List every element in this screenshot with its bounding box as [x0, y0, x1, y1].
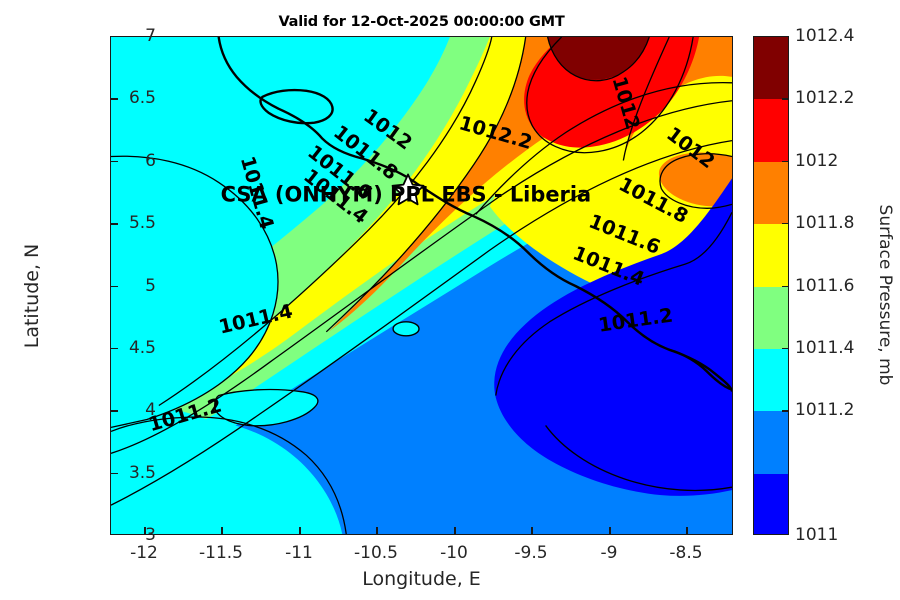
contour-line-1011.4 — [111, 139, 732, 506]
ytick-3: 3 — [145, 525, 156, 545]
cbar-band-1012.4 — [754, 37, 788, 100]
colorbar-title: Surface Pressure, mb — [875, 204, 895, 386]
cbar-tick-mark — [782, 347, 789, 350]
contour-line-1012-nw — [325, 37, 527, 333]
fill-band-1012-cell — [658, 152, 732, 207]
xtick-mark — [609, 527, 611, 535]
ytick-mark — [110, 160, 118, 163]
ytick-4.5: 4.5 — [128, 337, 156, 358]
ytick-6.5: 6.5 — [128, 88, 156, 109]
contour-line-west-lobe — [111, 155, 279, 429]
cbar-band-1011.4 — [754, 348, 788, 412]
ytick-4: 4 — [145, 400, 156, 421]
cbar-label-1011.2: 1011.2 — [795, 400, 855, 421]
fill-cyan-south — [111, 417, 343, 534]
contour-plot-svg: 1012 1012.2 1012 1012 1011.8 1011.6 1011… — [111, 37, 732, 534]
contour-line-1012-ne — [622, 37, 670, 161]
page-title: Valid for 12-Oct-2025 00:00:00 GMT — [278, 14, 565, 30]
xtick--11.5: -11.5 — [199, 543, 243, 563]
xtick--9.5: -9.5 — [514, 543, 548, 563]
xtick--11: -11 — [285, 543, 313, 563]
contour-dot-small — [392, 321, 420, 337]
ytick-7: 7 — [145, 26, 156, 46]
cbar-tick-mark — [782, 285, 789, 287]
contour-line-1012-cell — [659, 153, 732, 209]
xtick-mark — [686, 527, 688, 535]
contour-line-south — [111, 416, 347, 534]
ytick-mark — [110, 410, 118, 412]
ytick-5.5: 5.5 — [128, 213, 156, 234]
ytick-mark — [110, 472, 118, 475]
ytick-mark — [110, 223, 118, 225]
contour-line-1011.8-east — [475, 82, 732, 215]
ytick-5: 5 — [145, 275, 156, 296]
ytick-3.5: 3.5 — [128, 462, 156, 483]
cbar-band-1011 — [754, 473, 788, 534]
cbar-band-1012 — [754, 161, 788, 225]
y-axis-label: Latitude, N — [21, 243, 43, 349]
xtick-mark — [454, 527, 456, 535]
ytick-mark — [110, 285, 118, 288]
contour-line-1011.8-nw — [158, 37, 493, 407]
cbar-band-1011.8 — [754, 224, 788, 287]
cbar-label-1011.6: 1011.6 — [795, 275, 855, 296]
fill-band-1012-ne — [623, 37, 732, 159]
contour-line-1011.6 — [111, 100, 732, 454]
contour-lines — [111, 37, 732, 534]
xtick-mark — [376, 527, 378, 535]
cbar-label-1011: 1011 — [795, 525, 839, 545]
cbar-band-1012.2 — [754, 99, 788, 162]
ytick-mark — [110, 347, 118, 350]
fill-cyan-island — [214, 389, 318, 426]
contour-line-1012.4 — [546, 37, 650, 82]
site-label: CSA (ONHYM) PPL EBS - Liberia — [221, 182, 591, 206]
cbar-label-1011.4: 1011.4 — [795, 337, 855, 358]
xtick--8.5: -8.5 — [669, 543, 703, 563]
contour-line-1011.2-south — [545, 425, 732, 492]
x-axis-label: Longitude, E — [362, 568, 481, 590]
ytick-6: 6 — [145, 150, 156, 171]
cbar-band-1011.2 — [754, 411, 788, 474]
fill-band-1011-low-core — [526, 236, 732, 491]
xtick--10.5: -10.5 — [354, 543, 398, 563]
cbar-label-1011.8: 1011.8 — [795, 213, 855, 234]
ytick-mark — [110, 98, 118, 100]
xtick--9: -9 — [600, 543, 618, 563]
contour-line-island — [214, 388, 319, 427]
xtick-mark — [531, 527, 533, 535]
star-marker — [391, 173, 425, 206]
coastline — [217, 37, 732, 392]
cbar-tick-mark — [782, 410, 789, 412]
xtick--10: -10 — [440, 543, 468, 563]
contour-plot-area: 1012 1012.2 1012 1012 1011.8 1011.6 1011… — [110, 36, 733, 535]
cbar-tick-mark — [782, 98, 789, 100]
cbar-label-1012.4: 1012.4 — [795, 26, 855, 46]
fill-band-1012.4 — [547, 37, 650, 80]
xtick-mark — [299, 527, 301, 535]
cbar-band-1011.6 — [754, 286, 788, 349]
xtick-mark — [221, 527, 223, 535]
fill-cyan-west-lobe — [111, 156, 279, 428]
cbar-tick-mark — [782, 223, 789, 225]
contour-line-1011.2-north — [495, 212, 732, 396]
xtick--12: -12 — [130, 543, 158, 563]
xtick-mark — [144, 527, 146, 535]
cbar-label-1012.2: 1012.2 — [795, 88, 855, 109]
colorbar — [753, 36, 789, 535]
cbar-label-1012: 1012 — [795, 150, 839, 171]
contour-line-1012.2 — [526, 37, 694, 154]
cbar-tick-mark — [782, 160, 789, 163]
